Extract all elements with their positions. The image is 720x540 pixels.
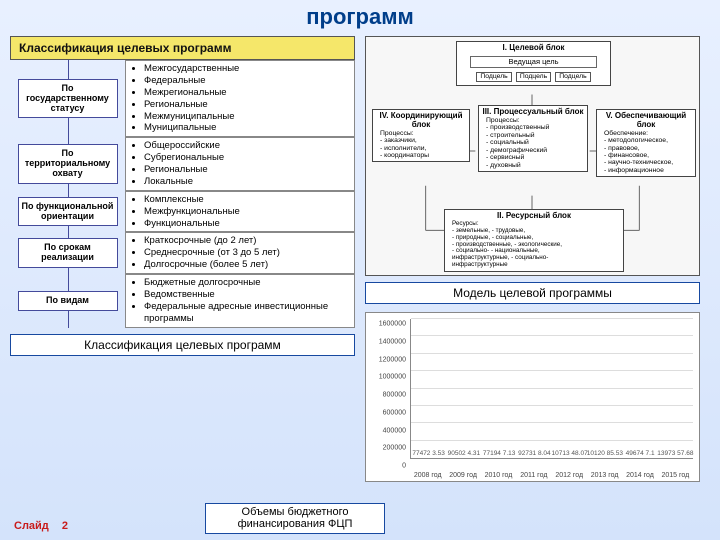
classification-row: По функциональной ориентацииКомплексныеМ… xyxy=(10,191,355,233)
bar-chart: 0200000400000600000800000100000012000001… xyxy=(365,312,700,482)
classification-item: Федеральные xyxy=(144,75,348,87)
classification-item: Субрегиональные xyxy=(144,152,348,164)
classification-body: По государственному статусуМежгосударств… xyxy=(10,60,355,328)
classification-item: Региональные xyxy=(144,99,348,111)
classification-item: Общероссийские xyxy=(144,140,348,152)
bar-column: 10713 48.07 xyxy=(554,451,585,459)
classification-item: Локальные xyxy=(144,176,348,188)
classification-item: Среднесрочные (от 3 до 5 лет) xyxy=(144,247,348,259)
classification-item: Федеральные адресные инвестиционные прог… xyxy=(144,301,348,325)
model-block-5: V. Обеспечивающий блок Обеспечение: - ме… xyxy=(596,109,696,177)
page-title: программ xyxy=(0,0,720,36)
classification-item: Межгосударственные xyxy=(144,63,348,75)
classification-item: Межрегиональные xyxy=(144,87,348,99)
classification-items: ОбщероссийскиеСубрегиональныеРегиональны… xyxy=(125,137,355,191)
classification-caption: Классификация целевых программ xyxy=(10,334,355,356)
bar-column: 49674 7.1 xyxy=(625,451,656,459)
classification-header: Классификация целевых программ xyxy=(10,36,355,60)
classification-item: Бюджетные долгосрочные xyxy=(144,277,348,289)
footer-label: Слайд xyxy=(14,520,49,532)
model-caption: Модель целевой программы xyxy=(365,282,700,304)
model-block-2: II. Ресурсный блок Ресурсы: - земельные,… xyxy=(444,209,624,272)
bar-column: 13973 57.68 xyxy=(660,451,691,459)
classification-items: Бюджетные долгосрочныеВедомственныеФедер… xyxy=(125,274,355,328)
classification-items: МежгосударственныеФедеральныеМежрегионал… xyxy=(125,60,355,137)
classification-items: КомплексныеМежфункциональныеФункциональн… xyxy=(125,191,355,233)
slide-footer: Слайд 2 xyxy=(14,520,68,532)
bar-column: 92731 8.04 xyxy=(519,451,550,459)
classification-item: Комплексные xyxy=(144,194,348,206)
classification-row: По срокам реализацииКраткосрочные (до 2 … xyxy=(10,232,355,274)
classification-panel: Классификация целевых программ По госуда… xyxy=(10,36,355,482)
model-block-3: III. Процессуальный блок Процессы: - про… xyxy=(478,105,588,172)
classification-category: По государственному статусу xyxy=(10,60,125,137)
bar-column: 10120 85.53 xyxy=(589,451,620,459)
classification-item: Межмуниципальные xyxy=(144,111,348,123)
footer-number: 2 xyxy=(62,520,68,532)
classification-row: По государственному статусуМежгосударств… xyxy=(10,60,355,137)
model-diagram: I. Целевой блок Ведущая цель Подцель Под… xyxy=(365,36,700,276)
classification-item: Муниципальные xyxy=(144,122,348,134)
right-panel: I. Целевой блок Ведущая цель Подцель Под… xyxy=(365,36,700,482)
model-block-4: IV. Координирующий блок Процессы: - зака… xyxy=(372,109,470,162)
classification-category: По территориальному охвату xyxy=(10,137,125,191)
classification-category: По срокам реализации xyxy=(10,232,125,274)
classification-item: Функциональные xyxy=(144,218,348,230)
classification-row: По видамБюджетные долгосрочныеВедомствен… xyxy=(10,274,355,328)
classification-item: Межфункциональные xyxy=(144,206,348,218)
classification-category: По видам xyxy=(10,274,125,328)
classification-item: Краткосрочные (до 2 лет) xyxy=(144,235,348,247)
content-area: Классификация целевых программ По госуда… xyxy=(0,36,720,482)
classification-item: Региональные xyxy=(144,164,348,176)
bar-column: 77194 7.13 xyxy=(484,451,515,459)
classification-items: Краткосрочные (до 2 лет)Среднесрочные (о… xyxy=(125,232,355,274)
classification-item: Долгосрочные (более 5 лет) xyxy=(144,259,348,271)
classification-item: Ведомственные xyxy=(144,289,348,301)
classification-category: По функциональной ориентации xyxy=(10,191,125,233)
chart-caption: Объемы бюджетного финансирования ФЦП xyxy=(205,503,385,534)
bar-column: 90502 4.31 xyxy=(448,451,479,459)
bar-column: 77472 3.53 xyxy=(413,451,444,459)
model-block-1: I. Целевой блок Ведущая цель Подцель Под… xyxy=(456,41,611,86)
classification-row: По территориальному охватуОбщероссийские… xyxy=(10,137,355,191)
